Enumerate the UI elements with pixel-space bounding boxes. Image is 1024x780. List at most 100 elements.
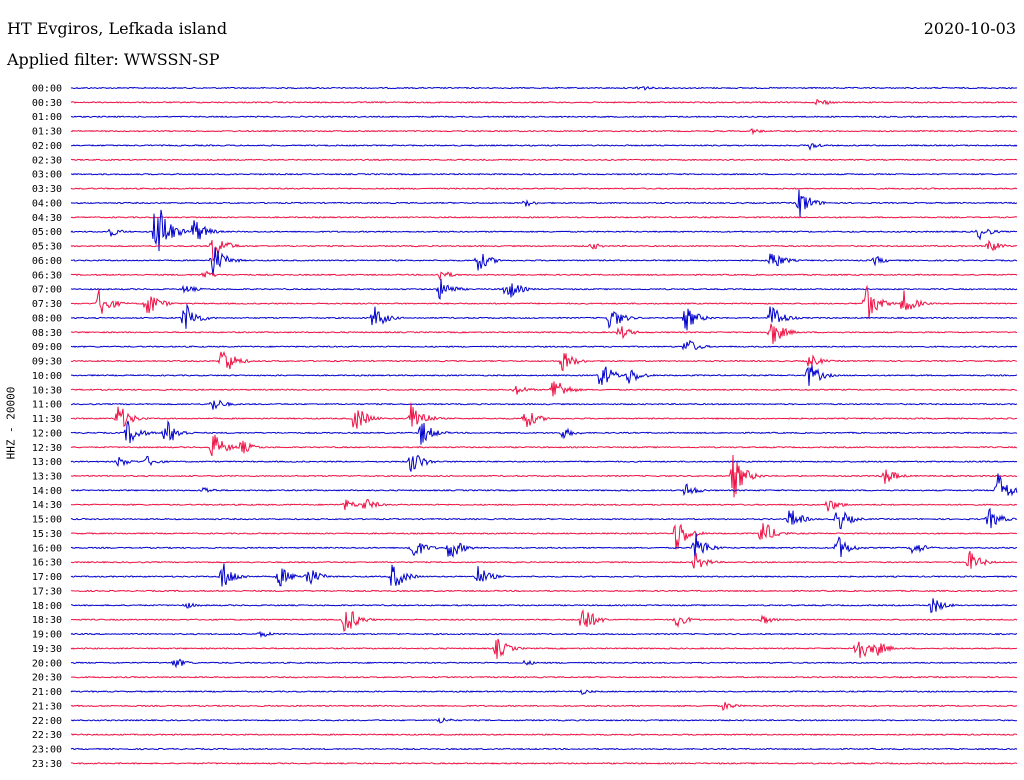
trace-line (70, 658, 1018, 669)
time-label: 02:30 (32, 155, 62, 166)
station-title: HT Evgiros, Lefkada island (7, 19, 228, 38)
trace-line (70, 99, 1018, 106)
trace-line (70, 717, 1018, 724)
time-label: 16:30 (32, 558, 62, 569)
trace-line (70, 533, 1018, 560)
time-label: 11:30 (32, 414, 62, 425)
time-label: 18:00 (32, 601, 62, 612)
trace-line (70, 172, 1018, 176)
trace-line (70, 239, 1018, 262)
trace-line (70, 523, 1018, 550)
trace-line (70, 701, 1018, 711)
trace-line (70, 399, 1018, 410)
time-label: 18:30 (32, 615, 62, 626)
time-label: 10:30 (32, 385, 62, 396)
trace-line (70, 143, 1018, 151)
time-label: 20:00 (32, 658, 62, 669)
time-label: 17:00 (32, 572, 62, 583)
trace-line (70, 381, 1018, 397)
time-label: 00:00 (32, 84, 62, 95)
trace-line (70, 216, 1018, 219)
time-label: 03:30 (32, 184, 62, 195)
time-label: 03:00 (32, 170, 62, 181)
time-label: 12:00 (32, 428, 62, 439)
time-label: 08:00 (32, 313, 62, 324)
trace-line (70, 284, 1018, 319)
trace-line (70, 762, 1018, 765)
trace-line (70, 86, 1018, 91)
trace-line (70, 498, 1018, 512)
trace-line (70, 189, 1018, 217)
filter-row: Applied filter: WWSSN-SP (7, 50, 220, 69)
trace-line (70, 638, 1018, 659)
time-label: 17:30 (32, 586, 62, 597)
trace-line (70, 128, 1018, 136)
time-label: 19:00 (32, 630, 62, 641)
trace-line (70, 351, 1018, 372)
time-label: 22:00 (32, 716, 62, 727)
trace-line (70, 598, 1018, 614)
trace-line (70, 209, 1018, 252)
date-label: 2020-10-03 (923, 19, 1016, 38)
time-label: 04:30 (32, 213, 62, 224)
trace-line (70, 115, 1018, 119)
time-label-group: 00:00 00:30 01:00 01:30 02:00 02:30 03:00 03:30… (32, 84, 62, 770)
time-label: 01:00 (32, 112, 62, 123)
trace-line (70, 454, 1018, 498)
time-label: 13:00 (32, 457, 62, 468)
trace-line (70, 419, 1018, 445)
time-label: 08:30 (32, 328, 62, 339)
trace-line (70, 550, 1018, 569)
time-label: 14:00 (32, 486, 62, 497)
time-label: 15:00 (32, 515, 62, 526)
time-label: 16:00 (32, 543, 62, 554)
trace-line (70, 434, 1018, 457)
time-label: 23:30 (32, 759, 62, 770)
trace-line (70, 608, 1018, 632)
time-label: 21:30 (32, 701, 62, 712)
time-label: 06:00 (32, 256, 62, 267)
trace-line (70, 747, 1018, 751)
time-label: 10:00 (32, 371, 62, 382)
time-label: 05:30 (32, 242, 62, 253)
time-label: 09:00 (32, 342, 62, 353)
time-label: 20:30 (32, 673, 62, 684)
trace-line (70, 270, 1018, 281)
trace-line (70, 323, 1018, 344)
trace-line (70, 630, 1018, 639)
time-label: 14:30 (32, 500, 62, 511)
time-label: 19:30 (32, 644, 62, 655)
time-label: 02:00 (32, 141, 62, 152)
time-label: 09:30 (32, 357, 62, 368)
time-label: 06:30 (32, 270, 62, 281)
trace-line (70, 365, 1018, 386)
time-label: 11:00 (32, 400, 62, 411)
time-label: 21:00 (32, 687, 62, 698)
time-label: 00:30 (32, 98, 62, 109)
time-label: 22:30 (32, 730, 62, 741)
time-label: 07:00 (32, 285, 62, 296)
trace-line (70, 473, 1018, 497)
trace-line (70, 563, 1018, 587)
filter-label: Applied filter: (7, 50, 119, 69)
trace-line (70, 278, 1018, 300)
trace-line (70, 303, 1018, 331)
time-label: 13:30 (32, 471, 62, 482)
time-label: 23:00 (32, 745, 62, 756)
time-label: 04:00 (32, 198, 62, 209)
trace-line (70, 454, 1018, 472)
trace-line (70, 689, 1018, 695)
trace-line (70, 402, 1018, 429)
trace-line (70, 247, 1018, 275)
trace-line (70, 507, 1018, 530)
time-label: 07:30 (32, 299, 62, 310)
time-label: 05:00 (32, 227, 62, 238)
time-label: 01:30 (32, 127, 62, 138)
time-label: 15:30 (32, 529, 62, 540)
trace-line (70, 589, 1018, 593)
trace-line (70, 339, 1018, 351)
trace-line (70, 675, 1018, 679)
time-label: 12:30 (32, 443, 62, 454)
trace-line (70, 733, 1018, 736)
